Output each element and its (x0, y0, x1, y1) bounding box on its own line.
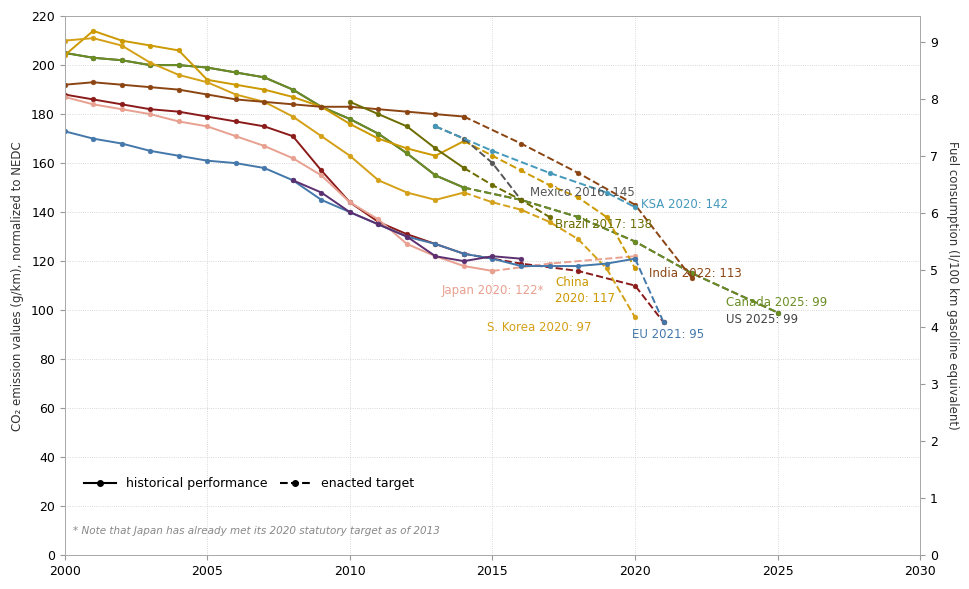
Text: S. Korea 2020: 97: S. Korea 2020: 97 (486, 321, 591, 334)
Text: * Note that Japan has already met its 2020 statutory target as of 2013: * Note that Japan has already met its 20… (73, 525, 440, 535)
Text: China
2020: 117: China 2020: 117 (554, 276, 614, 305)
Text: Mexico 2016: 145: Mexico 2016: 145 (529, 186, 634, 199)
Legend: historical performance, enacted target: historical performance, enacted target (79, 472, 419, 495)
Text: India 2022: 113: India 2022: 113 (648, 267, 741, 280)
Text: Canada 2025: 99: Canada 2025: 99 (726, 296, 827, 309)
Text: Japan 2020: 122*: Japan 2020: 122* (441, 284, 543, 297)
Text: EU 2021: 95: EU 2021: 95 (632, 328, 703, 341)
Y-axis label: Fuel consumption (l/100 km gasoline equivalent): Fuel consumption (l/100 km gasoline equi… (945, 141, 958, 430)
Text: KSA 2020: 142: KSA 2020: 142 (641, 198, 727, 211)
Text: Brazil 2017: 138: Brazil 2017: 138 (554, 218, 651, 231)
Y-axis label: CO₂ emission values (g/km), normalized to NEDC: CO₂ emission values (g/km), normalized t… (11, 141, 24, 431)
Text: US 2025: 99: US 2025: 99 (726, 313, 797, 326)
